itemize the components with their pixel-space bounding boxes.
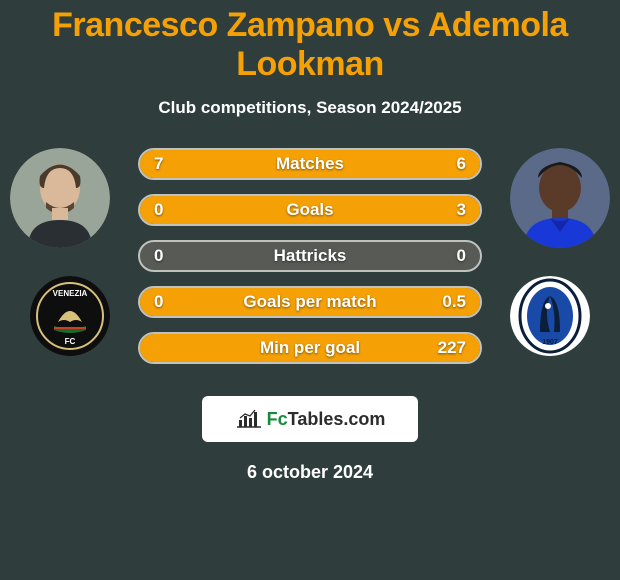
stat-value-right: 3 (457, 200, 466, 220)
stat-value-left: 0 (154, 200, 163, 220)
subtitle: Club competitions, Season 2024/2025 (0, 98, 620, 118)
stat-value-left: 7 (154, 154, 163, 174)
stat-value-left: 0 (154, 246, 163, 266)
stat-value-right: 0.5 (442, 292, 466, 312)
club-badge-icon: 1907 (510, 276, 590, 356)
stat-row: 7 6 Matches (138, 148, 482, 180)
stat-label: Goals (286, 200, 333, 220)
stat-label: Min per goal (260, 338, 360, 358)
club-right-badge: 1907 (510, 276, 590, 356)
club-left-badge: VENEZIA FC (30, 276, 110, 356)
avatar-placeholder-icon (510, 148, 610, 248)
stat-row: 227 Min per goal (138, 332, 482, 364)
brand-prefix: Fc (267, 409, 288, 429)
body-area: VENEZIA FC 1907 7 6 Matches 0 3 Goals 0 0 Hattri… (0, 148, 620, 378)
player-right-avatar (510, 148, 610, 248)
stat-row: 0 3 Goals (138, 194, 482, 226)
stat-value-left: 0 (154, 292, 163, 312)
stat-label: Hattricks (274, 246, 347, 266)
brand-suffix: Tables.com (288, 409, 386, 429)
brand-box: FcTables.com (202, 396, 418, 442)
club-badge-icon: VENEZIA FC (30, 276, 110, 356)
stat-row: 0 0.5 Goals per match (138, 286, 482, 318)
brand-text: FcTables.com (267, 409, 386, 430)
page-title: Francesco Zampano vs Ademola Lookman (0, 0, 620, 84)
stat-value-right: 6 (457, 154, 466, 174)
svg-text:FC: FC (65, 337, 76, 346)
comparison-card: Francesco Zampano vs Ademola Lookman Clu… (0, 0, 620, 580)
stats-container: 7 6 Matches 0 3 Goals 0 0 Hattricks 0 0.5 Goals per… (138, 148, 482, 378)
player-left-avatar (10, 148, 110, 248)
stat-label: Goals per match (243, 292, 376, 312)
bar-chart-icon (235, 409, 263, 429)
stat-value-right: 0 (457, 246, 466, 266)
avatar-placeholder-icon (10, 148, 110, 248)
svg-text:VENEZIA: VENEZIA (53, 289, 88, 298)
stat-label: Matches (276, 154, 344, 174)
date-label: 6 october 2024 (0, 462, 620, 483)
stat-row: 0 0 Hattricks (138, 240, 482, 272)
svg-text:1907: 1907 (542, 339, 558, 346)
stat-value-right: 227 (438, 338, 466, 358)
